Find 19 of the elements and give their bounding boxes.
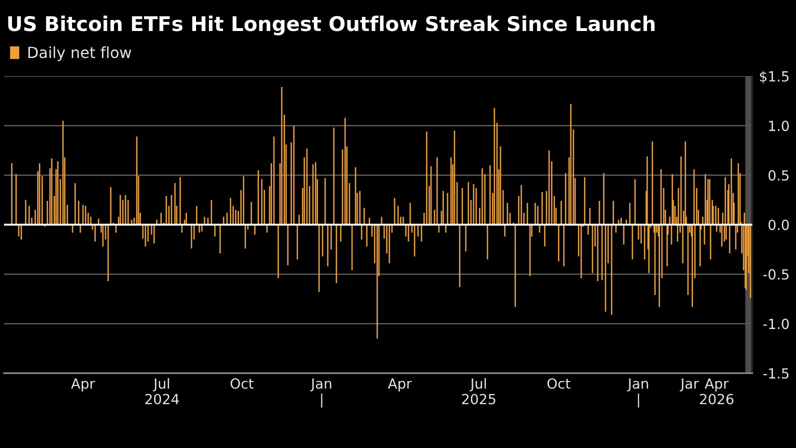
legend-label: Daily net flow <box>28 46 132 62</box>
y-tick-label: $1.5 <box>760 70 789 84</box>
x-tick-label: Jan | <box>310 378 332 408</box>
y-tick-label: -1.0 <box>763 318 789 330</box>
x-tick-label: Oct <box>230 378 254 389</box>
y-tick-label: 0.5 <box>768 170 789 181</box>
x-tick-label: Oct <box>547 378 570 389</box>
y-tick-label: 0.0 <box>768 220 789 230</box>
x-tick-label: Apr 2026 <box>700 378 734 404</box>
y-tick-label: 1.0 <box>769 120 789 132</box>
y-tick-label: -1.5 <box>763 368 789 379</box>
x-tick-label: Jul 2024 <box>145 378 179 404</box>
x-tick-label: Jar <box>680 378 699 392</box>
x-tick-label: Jan | <box>627 378 648 408</box>
y-tick-label: -0.5 <box>763 269 789 280</box>
chart-title: US Bitcoin ETFs Hit Longest Outflow Streak Since Launch <box>8 16 655 36</box>
x-tick-label: Jul 2025 <box>462 378 496 404</box>
x-tick-label: Apr <box>71 378 95 392</box>
x-tick-label: Apr <box>388 378 412 392</box>
